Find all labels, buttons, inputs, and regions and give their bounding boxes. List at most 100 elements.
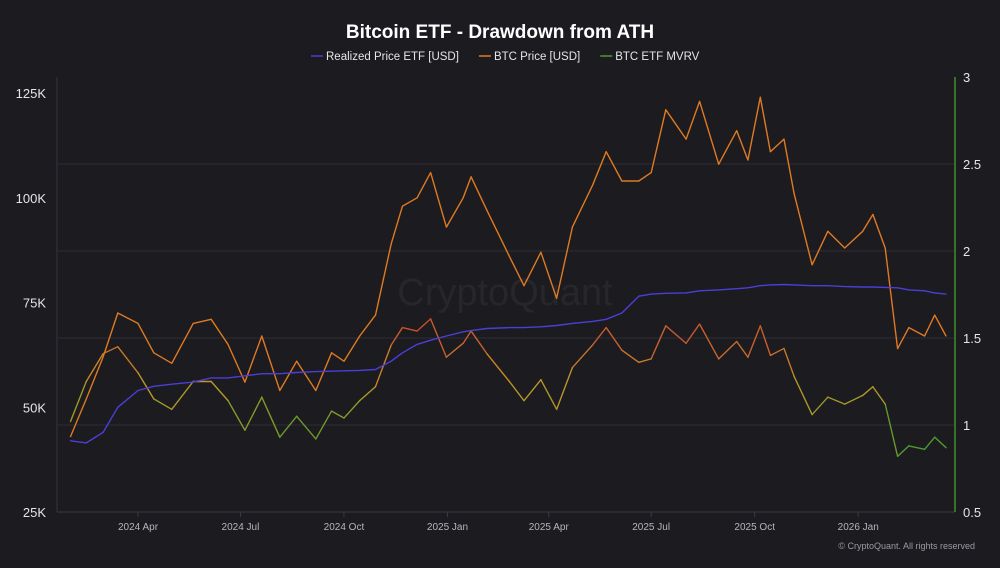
data-point (227, 400, 229, 402)
data-point (718, 163, 720, 165)
data-point (374, 314, 377, 316)
data-point (296, 371, 298, 374)
x-tick-label: 2025 Jan (427, 522, 468, 533)
mvrv-line-segment (862, 386, 874, 397)
mvrv-line-segment (470, 330, 488, 355)
data-point (827, 396, 829, 398)
data-point (462, 197, 464, 199)
data-point (621, 180, 623, 182)
data-point (315, 371, 317, 373)
legend: Realized Price ETF [USD] BTC Price [USD] B… (311, 51, 700, 63)
data-point (747, 356, 749, 358)
data-point (343, 370, 345, 372)
y-right-tick-label: 1 (963, 418, 970, 433)
data-point (592, 184, 594, 186)
data-point (390, 243, 392, 245)
data-point (330, 410, 333, 412)
mvrv-line-segment (295, 415, 317, 440)
x-tick-label: 2025 Apr (529, 522, 570, 533)
data-point (486, 353, 488, 355)
data-point (192, 322, 194, 325)
mvrv-line-segment (884, 403, 899, 458)
data-point (897, 287, 899, 289)
data-point (401, 205, 404, 207)
y-right-tick-label: 1.5 (963, 331, 981, 346)
mvrv-line-segment (591, 326, 607, 346)
mvrv-line-segment (117, 346, 139, 374)
mvrv-line-segment (523, 379, 542, 402)
mvrv-line-segment (85, 352, 104, 383)
data-point (908, 327, 910, 329)
data-point (592, 320, 594, 322)
data-point (811, 264, 813, 266)
data-point (416, 343, 418, 345)
legend-item[interactable]: BTC Price [USD] (478, 51, 580, 63)
data-point (462, 331, 464, 333)
data-point (401, 326, 404, 329)
data-point (844, 403, 846, 405)
mvrv-line-segment (508, 380, 525, 402)
data-point (227, 377, 229, 379)
data-point (261, 373, 263, 375)
legend-item[interactable]: BTC ETF MVRV (600, 51, 700, 63)
mvrv-line-segment (137, 372, 155, 400)
data-point (718, 358, 720, 360)
data-point (759, 96, 761, 98)
data-point (571, 322, 573, 325)
data-point (759, 325, 761, 327)
data-point (279, 389, 281, 392)
mvrv-line-segment (747, 325, 762, 358)
data-point (592, 344, 594, 346)
data-point (210, 318, 212, 320)
mvrv-line-segment (872, 386, 886, 405)
data-point (210, 380, 212, 383)
data-point (430, 339, 432, 341)
data-point (908, 289, 910, 291)
data-point (605, 326, 607, 329)
data-point (523, 327, 525, 329)
data-point (621, 349, 623, 351)
mvrv-line-segment (210, 380, 229, 402)
data-point (102, 431, 104, 433)
data-point (153, 398, 155, 400)
data-point (244, 429, 246, 431)
data-point (908, 445, 910, 447)
data-point (736, 340, 738, 343)
data-point (685, 292, 687, 294)
data-point (85, 442, 87, 444)
mvrv-line-segment (555, 366, 574, 411)
data-point (556, 408, 558, 410)
series-lines (69, 96, 947, 458)
data-point (759, 285, 761, 287)
data-point (117, 346, 119, 348)
data-point (665, 109, 667, 111)
data-point (793, 375, 795, 377)
data-point (811, 413, 813, 416)
data-point (844, 285, 846, 288)
legend-item[interactable]: Realized Price ETF [USD] (311, 51, 459, 63)
data-point (650, 172, 652, 174)
data-point (698, 100, 701, 102)
y-left-tick-label: 25K (23, 505, 46, 520)
data-point (827, 230, 829, 232)
data-point (69, 440, 72, 442)
data-point (884, 247, 886, 249)
mvrv-line-segment (908, 445, 926, 451)
data-point (571, 226, 573, 228)
data-point (137, 372, 139, 374)
data-point (872, 386, 874, 388)
mvrv-line-segment (717, 340, 738, 360)
data-point (665, 292, 667, 294)
data-point (430, 172, 432, 174)
data-point (605, 151, 607, 153)
data-point (445, 335, 447, 337)
y-left-tick-label: 125K (16, 86, 47, 101)
data-point (416, 197, 418, 199)
data-point (296, 360, 298, 362)
data-point (486, 327, 488, 330)
x-tick-label: 2024 Apr (118, 522, 159, 533)
mvrv-line-segment (315, 410, 333, 440)
data-point (137, 322, 139, 325)
mvrv-line-segment (827, 396, 846, 405)
